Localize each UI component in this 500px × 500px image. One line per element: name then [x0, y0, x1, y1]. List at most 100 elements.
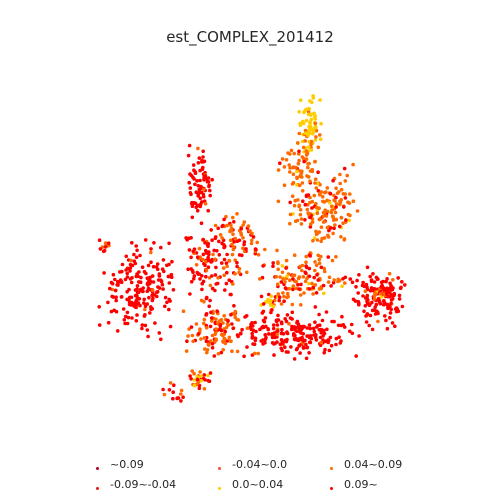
- map-point: [206, 176, 211, 180]
- map-point: [208, 193, 212, 198]
- map-point: [305, 174, 309, 178]
- map-point: [297, 110, 302, 114]
- map-point: [207, 304, 211, 309]
- map-point: [146, 334, 150, 339]
- map-point: [135, 313, 139, 317]
- map-point: [191, 163, 196, 167]
- map-point: [203, 377, 207, 382]
- map-point: [308, 121, 312, 126]
- map-point: [231, 232, 235, 236]
- map-point: [336, 323, 341, 328]
- map-point: [219, 328, 224, 333]
- map-point: [301, 119, 305, 124]
- map-point: [124, 254, 129, 259]
- map-point: [235, 349, 240, 354]
- map-point: [317, 257, 322, 262]
- map-point: [229, 226, 234, 231]
- map-point: [197, 156, 202, 160]
- map-point: [195, 377, 200, 382]
- map-point: [326, 235, 331, 239]
- map-point: [313, 177, 318, 181]
- map-point: [256, 253, 261, 257]
- map-point: [351, 297, 356, 302]
- map-point: [396, 276, 401, 280]
- map-point: [200, 287, 204, 292]
- map-point: [196, 146, 200, 151]
- map-point: [356, 299, 361, 304]
- map-point: [270, 308, 274, 312]
- map-point: [122, 318, 127, 322]
- map-point: [266, 327, 270, 331]
- map-point: [201, 252, 206, 257]
- map-point: [113, 277, 117, 282]
- map-point: [128, 269, 132, 273]
- map-point: [106, 241, 111, 245]
- map-point: [275, 248, 279, 253]
- map-point: [263, 247, 267, 252]
- map-point: [298, 174, 302, 178]
- map-point: [101, 249, 106, 254]
- map-point: [221, 348, 225, 352]
- map-point: [215, 249, 219, 253]
- map-point: [355, 209, 360, 213]
- map-point: [271, 326, 276, 331]
- map-point: [329, 284, 333, 288]
- map-point: [237, 270, 241, 275]
- map-point: [279, 302, 284, 306]
- map-point: [299, 217, 304, 221]
- map-point: [252, 351, 257, 356]
- map-point: [305, 326, 310, 330]
- map-point: [261, 264, 265, 268]
- map-point: [300, 189, 305, 193]
- map-point: [268, 303, 273, 307]
- map-point: [223, 244, 227, 249]
- map-point: [350, 280, 355, 285]
- map-point: [147, 295, 151, 300]
- map-point: [199, 200, 204, 204]
- map-point: [388, 286, 392, 291]
- map-point: [338, 341, 343, 345]
- map-point: [332, 278, 337, 282]
- map-point: [334, 336, 339, 341]
- legend-marker-class-3: [218, 487, 221, 490]
- map-point: [129, 280, 134, 285]
- map-point: [209, 310, 213, 315]
- map-point: [337, 335, 341, 340]
- map-point: [189, 236, 193, 240]
- map-point: [216, 352, 221, 356]
- map-point: [210, 238, 214, 242]
- map-point: [305, 151, 310, 156]
- map-point: [139, 275, 143, 280]
- map-point: [249, 241, 254, 246]
- map-point: [187, 180, 191, 185]
- map-point: [196, 332, 201, 336]
- map-point: [132, 252, 136, 257]
- map-point: [289, 327, 294, 332]
- map-point: [308, 99, 312, 103]
- map-point: [305, 276, 309, 281]
- map-point: [382, 302, 387, 307]
- map-point: [384, 318, 388, 323]
- map-point: [286, 151, 290, 155]
- map-point: [195, 203, 200, 208]
- map-point: [302, 324, 306, 329]
- map-point: [303, 128, 308, 133]
- map-point: [188, 292, 192, 296]
- map-point: [150, 298, 155, 303]
- map-point: [325, 186, 330, 190]
- map-point: [334, 254, 338, 259]
- map-point: [210, 346, 215, 350]
- map-point: [291, 287, 295, 292]
- map-point: [318, 137, 323, 141]
- map-point: [291, 165, 295, 170]
- map-point: [331, 231, 335, 236]
- map-point: [317, 323, 322, 328]
- map-point: [102, 271, 106, 275]
- map-point: [154, 265, 159, 269]
- map-point: [301, 275, 306, 279]
- map-point: [168, 324, 173, 329]
- map-point: [271, 261, 276, 265]
- map-point: [370, 308, 375, 313]
- map-point: [221, 321, 225, 325]
- map-point: [396, 309, 401, 314]
